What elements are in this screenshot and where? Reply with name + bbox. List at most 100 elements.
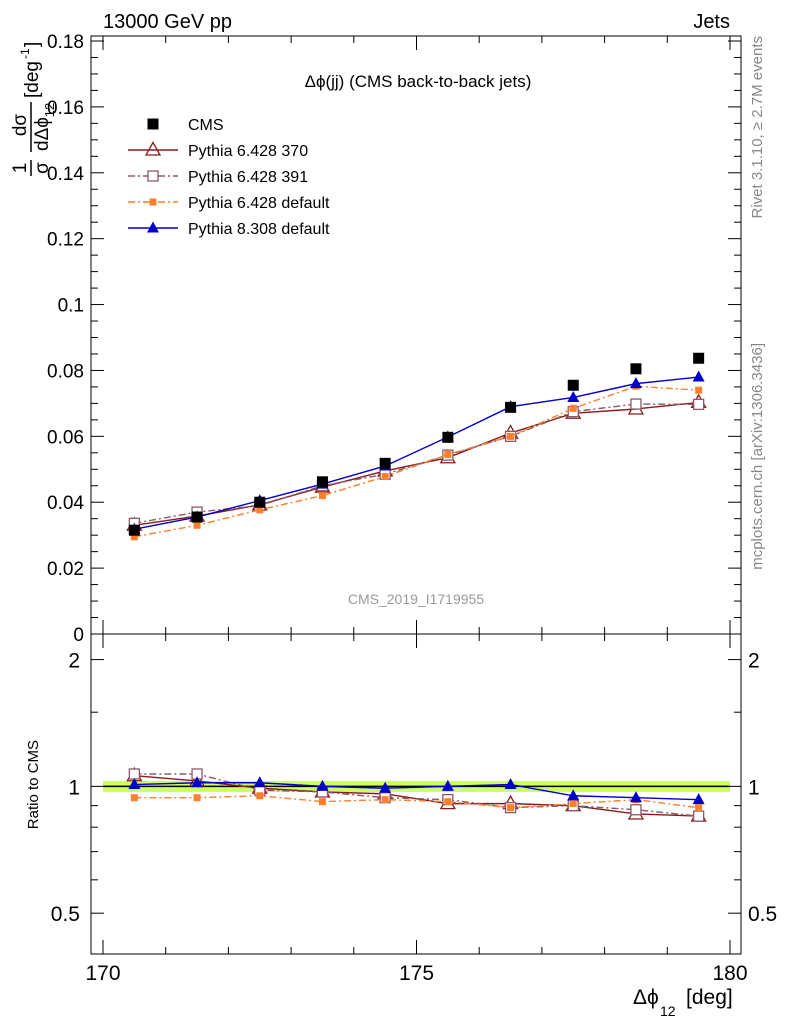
x-tick-label: 170	[85, 962, 120, 985]
ratio-line-pythia-6-428-default	[134, 795, 699, 809]
main-point-pythia-6-428-default	[256, 506, 264, 514]
ratio-point-pythia-8-308-default	[379, 781, 392, 793]
y-label-dden: dΔϕ	[32, 117, 53, 151]
analysis-watermark: CMS_2019_I1719955	[348, 591, 484, 607]
y-label-unit: [deg	[22, 61, 43, 98]
legend-label-pythia-6-428-default: Pythia 6.428 default	[188, 195, 330, 212]
main-point-pythia-6-428-default	[569, 404, 577, 412]
ratio-tick-label-left: 0.5	[51, 903, 80, 926]
legend-label-pythia-6-428-370: Pythia 6.428 370	[188, 143, 308, 160]
rivet-version-label: Rivet 3.1.10, ≥ 2.7M events	[749, 36, 766, 219]
legend-marker-pythia-6-428-391	[147, 170, 159, 182]
y-tick-label: 0.06	[47, 427, 84, 448]
header-category-label: Jets	[693, 11, 730, 33]
x-label-sub: 12	[660, 1003, 676, 1019]
x-tick-label: 175	[399, 962, 434, 985]
main-point-pythia-6-428-default	[507, 432, 515, 440]
ratio-y-axis-label: Ratio to CMS	[25, 740, 42, 829]
ratio-point-pythia-6-428-default	[130, 794, 138, 802]
ratio-y-ticks: 0.5 0.5 1 1 2 2	[51, 650, 777, 927]
main-point-cms	[191, 511, 203, 523]
ratio-tick-label-left: 2	[68, 650, 80, 673]
main-point-pythia-6-428-default	[193, 521, 201, 529]
ratio-point-pythia-6-428-default	[381, 796, 389, 804]
main-point-pythia-6-428-default	[318, 492, 326, 500]
ratio-point-pythia-8-308-default	[692, 793, 705, 805]
main-plot-panel: 0 0.02 0.04 0.06 0.08 0.1 0.12 0.14 0.16 0.18 Δϕ(…	[47, 32, 742, 646]
main-point-pythia-6-428-391	[693, 398, 705, 411]
main-point-pythia-6-428-default	[381, 473, 389, 481]
chart-title: Δϕ(jj) (CMS back-to-back jets)	[305, 72, 532, 91]
ratio-tick-label-right: 0.5	[748, 903, 777, 926]
main-line-pythia-6-428-370	[134, 401, 699, 526]
ratio-point-pythia-6-428-391	[693, 810, 705, 822]
main-point-pythia-8-308-default	[692, 370, 705, 382]
main-point-pythia-6-428-391	[630, 398, 642, 410]
main-point-cms	[254, 496, 266, 508]
main-line-pythia-6-428-default	[134, 385, 699, 538]
legend-marker-pythia-6-428-370	[144, 141, 162, 156]
main-point-pythia-6-428-default	[695, 386, 703, 394]
y-tick-label: 0.04	[47, 493, 84, 514]
x-tick-label: 180	[712, 962, 747, 985]
main-point-cms	[442, 431, 454, 443]
ratio-point-pythia-6-428-default	[569, 800, 577, 808]
y-label-dden-sub: 12	[42, 103, 57, 117]
main-point-pythia-6-428-default	[130, 533, 138, 541]
ratio-point-pythia-6-428-default	[507, 804, 515, 812]
main-point-cms	[567, 379, 579, 391]
main-y-ticks: 0 0.02 0.04 0.06 0.08 0.1 0.12 0.14 0.16 0.18	[47, 32, 741, 646]
y-tick-label: 0.02	[47, 559, 84, 580]
main-point-cms	[316, 476, 328, 488]
main-point-cms	[505, 401, 517, 413]
y-tick-label: 0.12	[47, 230, 84, 251]
x-axis-label: Δϕ 12 [deg]	[633, 986, 733, 1019]
ratio-point-pythia-6-428-default	[695, 804, 703, 812]
ratio-point-pythia-8-308-default	[567, 789, 580, 801]
ratio-tick-label-right: 1	[748, 776, 760, 799]
y-axis-label: 1 σ dσ dΔϕ 12 [deg -1 ]	[10, 42, 57, 176]
ratio-line-pythia-6-428-391	[134, 773, 699, 817]
ratio-point-pythia-6-428-391	[128, 768, 141, 780]
y-label-unit-sup: -1	[18, 48, 32, 59]
main-point-pythia-8-308-default	[629, 377, 642, 389]
legend-label-pythia-8-308-default: Pythia 8.308 default	[188, 221, 330, 238]
ratio-point-pythia-8-308-default	[504, 778, 517, 790]
legend-label-cms: CMS	[188, 117, 224, 134]
main-point-pythia-8-308-default	[567, 390, 580, 402]
main-point-cms	[379, 457, 391, 469]
ratio-line-pythia-6-428-370	[134, 775, 699, 817]
y-tick-label: 0.1	[58, 296, 84, 317]
header-process-label: 13000 GeV pp	[103, 11, 232, 33]
ratio-point-pythia-8-308-default	[128, 778, 141, 790]
legend-marker-cms	[147, 118, 159, 130]
y-tick-label: 0.16	[47, 98, 84, 119]
legend-label-pythia-6-428-391: Pythia 6.428 391	[188, 169, 308, 186]
ratio-plot-frame	[90, 633, 742, 955]
main-line-pythia-8-308-default	[134, 376, 699, 530]
ratio-series-group	[126, 766, 707, 822]
x-label-symbol: Δϕ	[633, 986, 659, 1009]
main-series-group	[126, 352, 707, 541]
x-axis: 170 175 180	[85, 36, 748, 985]
ratio-plot-panel: 0.5 0.5 1 1 2 2 Ratio to CMS	[25, 633, 777, 955]
ratio-tick-label-right: 2	[748, 650, 760, 673]
x-label-unit: [deg]	[686, 986, 733, 1009]
y-tick-label: 0.18	[47, 32, 84, 53]
y-tick-label: 0.08	[47, 361, 84, 382]
ratio-point-pythia-6-428-default	[444, 798, 452, 806]
y-tick-label: 0	[73, 625, 84, 646]
main-point-cms	[693, 352, 705, 364]
legend-marker-pythia-8-308-default	[147, 221, 159, 233]
main-point-cms	[128, 524, 140, 536]
ratio-point-pythia-6-428-391	[630, 804, 642, 816]
source-url-label: mcplots.cern.ch [arXiv:1306.3436]	[749, 343, 766, 570]
ratio-point-pythia-8-308-default	[629, 791, 642, 803]
legend: CMS Pythia 6.428 370 Pythia 6.428 391 Pythi…	[128, 117, 330, 238]
y-tick-label: 0.14	[47, 164, 84, 185]
ratio-point-pythia-8-308-default	[191, 776, 204, 788]
ratio-point-pythia-6-428-default	[193, 794, 201, 802]
legend-marker-pythia-6-428-default	[149, 198, 157, 206]
ratio-tick-label-left: 1	[68, 776, 80, 799]
